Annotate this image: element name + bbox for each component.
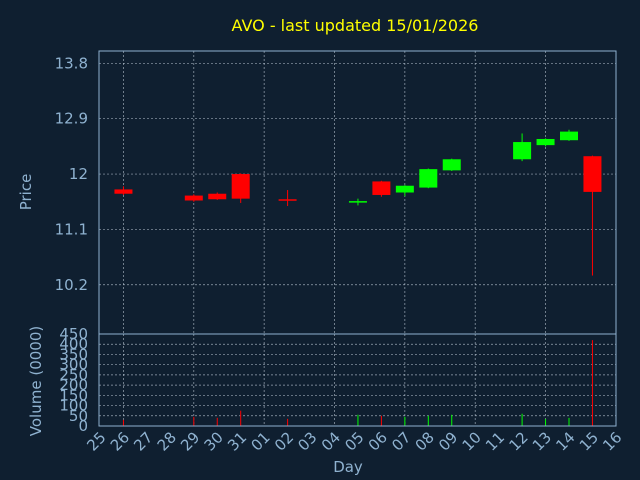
candle-13: [536, 138, 555, 147]
price-candles: [114, 129, 602, 276]
volume-axis-label: Volume (0000): [27, 326, 45, 436]
candle-body: [513, 142, 532, 160]
candle-06: [372, 180, 391, 197]
volume-tick-label: 200: [59, 376, 88, 394]
candle-body: [184, 195, 203, 201]
price-panel: 13.8 12.9 12 11.1 10.2: [55, 50, 617, 335]
candle-body: [208, 193, 227, 200]
volume-tick-label: 450: [59, 325, 88, 343]
x-tick-label: 12: [505, 428, 531, 454]
x-tick-label: 04: [318, 428, 344, 454]
x-tick-label: 29: [177, 428, 203, 454]
x-tick-label: 31: [224, 428, 250, 454]
x-tick-label: 28: [154, 428, 180, 454]
chart-title: AVO - last updated 15/01/2026: [232, 16, 479, 35]
candle-body: [114, 189, 133, 194]
candle-31: [231, 173, 250, 203]
x-tick-label: 16: [599, 428, 625, 454]
x-tick-label: 10: [459, 428, 485, 454]
volume-tick-label: 250: [59, 366, 88, 384]
x-tick-label: 13: [529, 428, 555, 454]
price-tick-label: 11.1: [55, 220, 88, 238]
x-tick-label: 27: [130, 428, 156, 454]
candle-body: [536, 138, 555, 146]
candle-15: [583, 155, 602, 276]
volume-tick-label: 0: [78, 417, 88, 435]
candle-30: [208, 192, 227, 200]
candle-14: [560, 129, 578, 141]
candle-body: [560, 131, 578, 141]
volume-tick-label: 300: [59, 356, 88, 374]
volume-tick-label: 100: [59, 397, 88, 415]
candle-body: [231, 174, 250, 199]
candle-body: [442, 159, 461, 171]
candle-12: [513, 133, 532, 162]
x-tick-label: 02: [271, 428, 297, 454]
volume-tick-label: 150: [59, 386, 88, 404]
price-grid: [99, 51, 617, 334]
volume-bars: [122, 340, 593, 426]
x-tick-label: 07: [388, 428, 414, 454]
candle-body: [348, 201, 367, 203]
volume-tick-label: 350: [59, 345, 88, 363]
price-tick-label: 13.8: [55, 54, 88, 72]
candle-08: [419, 168, 438, 189]
x-tick-label: 05: [341, 428, 367, 454]
x-tick-label: 30: [201, 428, 227, 454]
candle-29: [184, 194, 203, 202]
volume-panel-frame: [98, 333, 617, 427]
candle-body: [583, 156, 602, 192]
volume-tick-label: 50: [69, 407, 88, 425]
price-tick-labels: 13.8 12.9 12 11.1 10.2: [55, 54, 88, 293]
candle-07: [395, 185, 414, 197]
x-tick-label: 09: [435, 428, 461, 454]
x-tick-label: 11: [482, 428, 508, 454]
candle-26: [114, 186, 133, 195]
x-tick-labels: 2526272829303101020304050607080910111213…: [83, 428, 625, 454]
candle-body: [395, 185, 414, 193]
price-tick-label: 10.2: [55, 276, 88, 294]
x-tick-label: 08: [412, 428, 438, 454]
candle-body: [278, 199, 297, 201]
price-tick-label: 12: [69, 165, 88, 183]
candle-05: [348, 198, 367, 206]
x-tick-label: 15: [576, 428, 602, 454]
x-tick-label: 14: [552, 428, 578, 454]
x-tick-label: 01: [247, 428, 273, 454]
volume-tick-label: 400: [59, 335, 88, 353]
price-axis-label: Price: [17, 174, 35, 211]
x-tick-label: 06: [365, 428, 391, 454]
x-tick-label: 26: [107, 428, 133, 454]
volume-grid: [99, 333, 617, 427]
price-panel-frame: [98, 50, 617, 335]
candle-body: [372, 181, 391, 195]
x-tick-label: 03: [294, 428, 320, 454]
candle-09: [442, 158, 461, 171]
price-tick-label: 12.9: [55, 110, 88, 128]
x-axis-label: Day: [333, 458, 363, 476]
candle-body: [419, 169, 438, 188]
candle-02: [278, 190, 297, 207]
